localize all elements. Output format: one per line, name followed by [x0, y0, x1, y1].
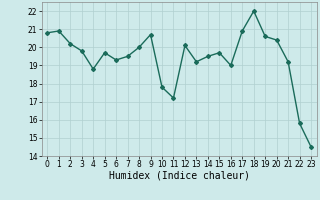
X-axis label: Humidex (Indice chaleur): Humidex (Indice chaleur) [109, 171, 250, 181]
